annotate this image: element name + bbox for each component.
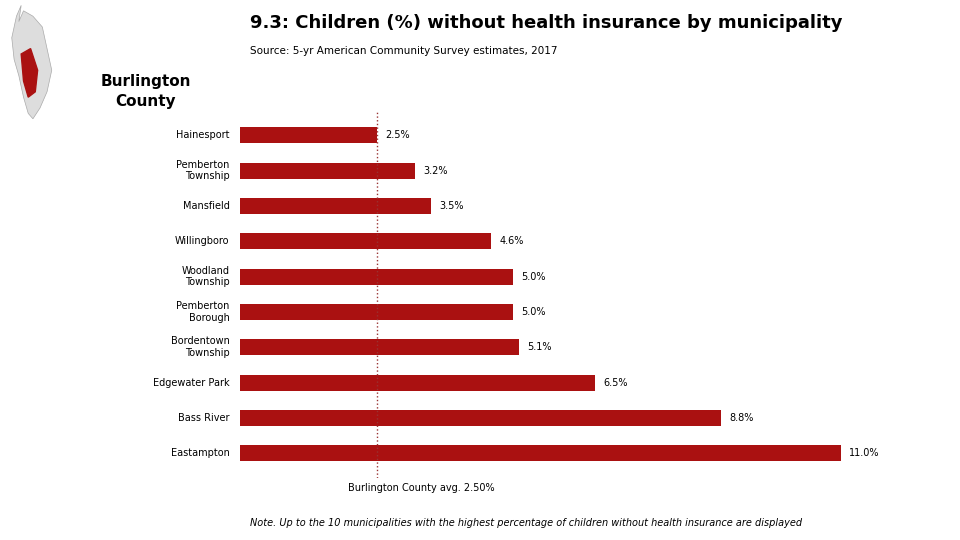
Text: 11.0%: 11.0% (850, 448, 879, 458)
Text: 3.5%: 3.5% (440, 201, 464, 211)
Text: 5.0%: 5.0% (521, 307, 546, 317)
Text: 9.3: Children (%) without health insurance by municipality: 9.3: Children (%) without health insuran… (250, 14, 842, 31)
Bar (240, 198, 431, 214)
Text: Source: 5-yr American Community Survey estimates, 2017: Source: 5-yr American Community Survey e… (250, 46, 557, 56)
Polygon shape (12, 5, 52, 119)
Text: Note. Up to the 10 municipalities with the highest percentage of children withou: Note. Up to the 10 municipalities with t… (250, 518, 802, 529)
Text: 5.0%: 5.0% (521, 272, 546, 282)
Bar (240, 304, 514, 320)
Text: 5.1%: 5.1% (527, 342, 551, 352)
Bar (240, 127, 376, 143)
Text: Burlington
County: Burlington County (101, 75, 191, 109)
Text: 8.8%: 8.8% (729, 413, 754, 423)
Text: 6.5%: 6.5% (604, 377, 628, 388)
Polygon shape (21, 49, 37, 97)
Bar (240, 163, 415, 179)
Bar (240, 410, 721, 426)
Text: Burlington County avg. 2.50%: Burlington County avg. 2.50% (348, 483, 494, 494)
FancyBboxPatch shape (0, 0, 177, 243)
Text: 2.5%: 2.5% (385, 130, 409, 140)
Bar (240, 446, 841, 461)
Bar (240, 269, 514, 285)
Text: Health Care
& Health
Insurance: Health Care & Health Insurance (16, 313, 219, 411)
Bar (240, 233, 492, 249)
Bar (240, 375, 595, 390)
Text: 3.2%: 3.2% (423, 166, 447, 176)
Bar (240, 339, 518, 355)
Text: 4.6%: 4.6% (499, 237, 524, 246)
